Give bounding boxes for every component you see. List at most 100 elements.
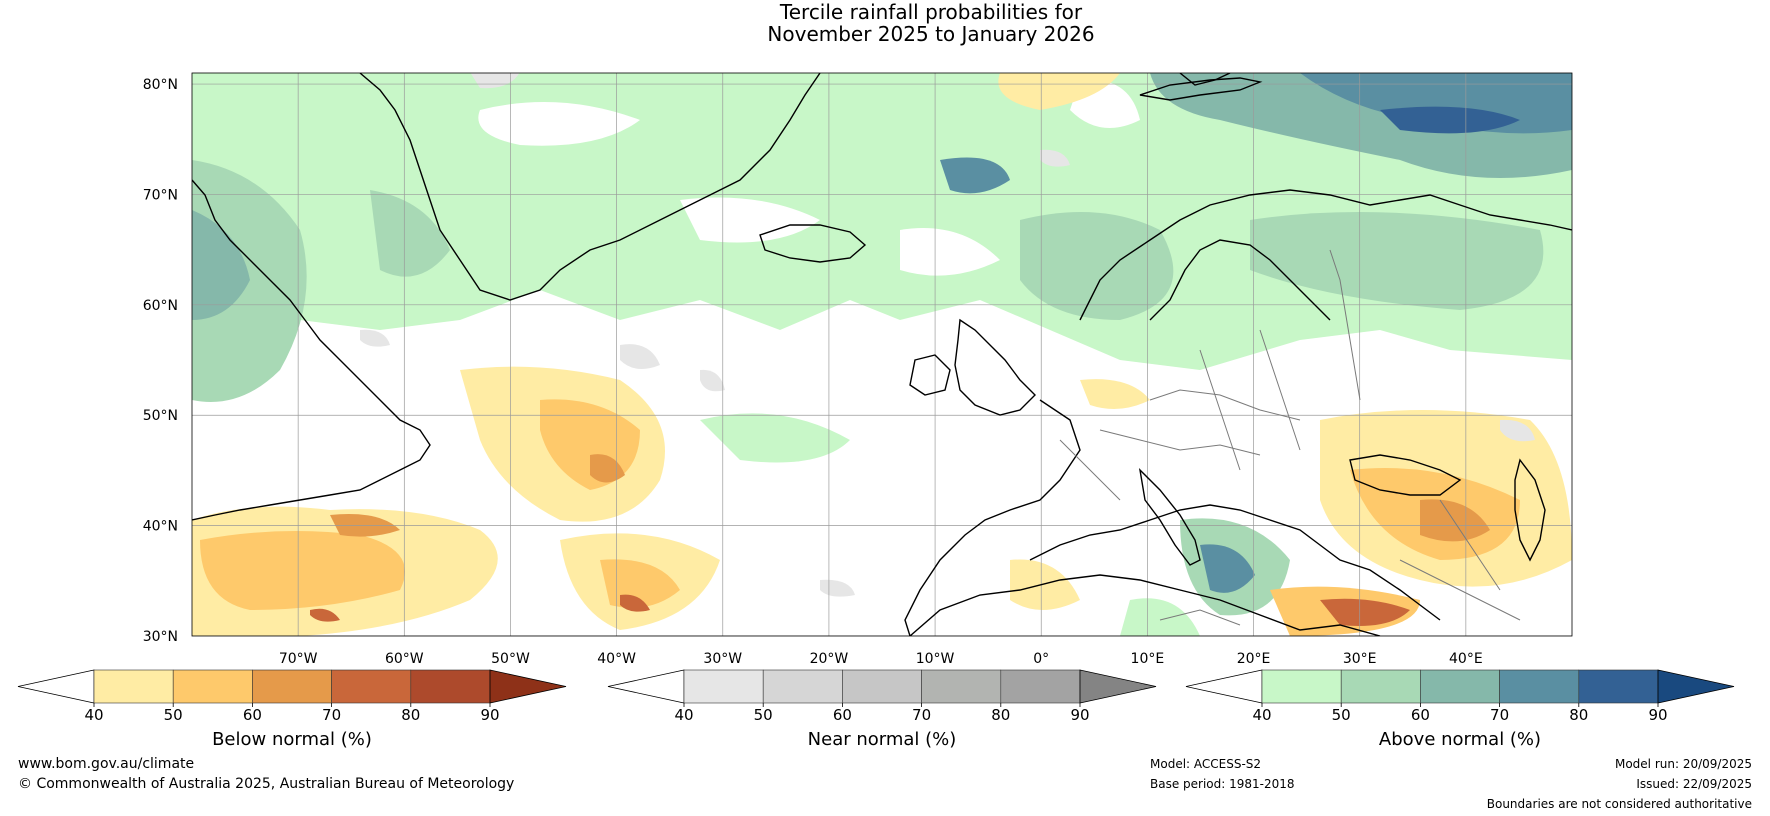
above-normal-patch-greenland — [370, 190, 450, 277]
colorbar-cell — [93, 669, 174, 704]
longitude-label: 0° — [1033, 651, 1049, 667]
near-zero-gap-2 — [680, 197, 820, 243]
border-line-5 — [1329, 249, 1361, 401]
colorbar-extend-high — [489, 669, 567, 704]
colorbar-cell — [842, 669, 922, 704]
colorbar-tick-label: 90 — [480, 706, 499, 724]
coastline-black-sea — [1349, 454, 1462, 496]
colorbar-tick-label: 40 — [1252, 706, 1271, 724]
coastline-baltic — [1149, 239, 1331, 321]
colorbar-cell — [331, 669, 412, 704]
border-line-8 — [1439, 499, 1501, 591]
colorbar-tick-label: 90 — [1648, 706, 1667, 724]
colorbar-tick-label: 60 — [243, 706, 262, 724]
colorbar-tick-label: 50 — [754, 706, 773, 724]
colorbar-cell — [762, 669, 843, 704]
colorbar-tick-label: 70 — [912, 706, 931, 724]
near-normal-patch-1 — [470, 73, 520, 89]
coastlines — [192, 73, 1572, 636]
longitude-labels: 70°W 60°W 50°W 40°W 30°W 20°W 10°W 0° 10°E 20°E 30… — [279, 651, 1483, 667]
longitude-label: 30°W — [703, 651, 742, 667]
longitude-label: 40°E — [1449, 651, 1483, 667]
colorbar-above-label: Above normal (%) — [1379, 729, 1541, 750]
longitude-label: 70°W — [279, 651, 318, 667]
border-line-9 — [1159, 609, 1241, 626]
colorbar-cell — [1578, 669, 1659, 704]
footer-base-period: Base period: 1981-2018 — [1150, 777, 1295, 791]
latitude-label: 40°N — [143, 519, 178, 535]
above-normal-patch-africa — [1120, 598, 1200, 636]
longitude-label: 60°W — [385, 651, 424, 667]
coastline-africa — [909, 574, 1381, 636]
colorbar-tick-label: 60 — [833, 706, 852, 724]
colorbar-extend-high — [1079, 669, 1157, 704]
colorbar-tick-label: 40 — [674, 706, 693, 724]
colorbar-cell — [921, 669, 1002, 704]
colorbar-tick-label: 80 — [1569, 706, 1588, 724]
near-normal-patch-6 — [1500, 419, 1535, 442]
coastline-scandinavia — [1079, 189, 1572, 321]
below-normal-region-levant-dark — [1320, 598, 1410, 626]
colorbar-cell — [1261, 669, 1342, 704]
colorbar-cell — [1000, 669, 1081, 704]
colorbar-below-normal: Below normal (%) 40 50 60 70 80 90 — [17, 669, 567, 750]
longitude-label: 40°W — [597, 651, 636, 667]
border-line-6 — [1059, 439, 1121, 501]
near-normal-patch-4 — [360, 329, 390, 347]
border-line-7 — [1399, 559, 1521, 621]
below-normal-patch-arctic — [998, 73, 1120, 110]
coastline-iceland — [759, 224, 867, 263]
longitude-label: 20°E — [1237, 651, 1271, 667]
latitude-label: 50°N — [143, 408, 178, 424]
above-normal-patch-atlantic-mid — [700, 413, 850, 463]
longitude-label: 10°W — [916, 651, 955, 667]
above-normal-patch-scandinavia — [1020, 212, 1174, 320]
colorbar-cell — [1340, 669, 1421, 704]
colorbar-below-label: Below normal (%) — [212, 729, 372, 750]
footer-copyright: © Commonwealth of Australia 2025, Austra… — [18, 776, 514, 792]
coastline-italy — [1138, 467, 1201, 566]
map-area[interactable] — [191, 72, 1573, 637]
coastline-europe-south — [904, 399, 1081, 636]
coastline-caspian — [1514, 458, 1546, 562]
gridlines — [192, 73, 1572, 636]
colorbar-extend-low — [607, 669, 685, 704]
colorbar-tick-label: 80 — [401, 706, 420, 724]
near-normal-patch-3 — [700, 369, 725, 392]
above-normal-patch-russia — [1250, 212, 1544, 310]
longitude-label: 10°E — [1131, 651, 1165, 667]
footer-website: www.bom.gov.au/climate — [18, 756, 194, 772]
longitude-label: 50°W — [491, 651, 530, 667]
longitude-label: 20°W — [810, 651, 849, 667]
below-normal-patch-france — [1080, 379, 1150, 409]
below-normal-patch-subtropical-dark — [620, 594, 650, 612]
colorbar-cell — [683, 669, 764, 704]
border-line-4 — [1259, 329, 1301, 451]
colorbar-tick-label: 50 — [1332, 706, 1351, 724]
below-normal-region-west-atlantic-mid — [200, 531, 405, 610]
near-zero-gap-3 — [900, 228, 1000, 276]
above-normal-patch-labrador-dark — [192, 210, 250, 320]
probability-shading — [192, 73, 1572, 636]
footer-model-run: Model run: 20/09/2025 — [1615, 757, 1752, 771]
latitude-label: 80°N — [143, 77, 178, 93]
coastline-mediterranean — [1029, 504, 1441, 621]
above-normal-region-north — [192, 73, 1572, 370]
border-line-1 — [1149, 389, 1301, 421]
latitude-label: 60°N — [143, 298, 178, 314]
coastline-novaya-zemlya — [1139, 77, 1263, 101]
colorbar-tick-label: 70 — [322, 706, 341, 724]
longitude-label: 30°E — [1343, 651, 1377, 667]
colorbar-cell — [252, 669, 332, 704]
below-normal-region-middle-east-core — [1420, 499, 1490, 542]
colorbar-tick-label: 40 — [84, 706, 103, 724]
colorbar-near-label: Near normal (%) — [808, 729, 957, 750]
above-normal-patch-mediterranean-dark — [1200, 544, 1255, 593]
colorbar-extend-high — [1657, 669, 1735, 704]
footer-model: Model: ACCESS-S2 — [1150, 757, 1261, 771]
footer-disclaimer: Boundaries are not considered authoritat… — [1487, 797, 1752, 811]
coastline-svalbard — [1179, 73, 1231, 86]
coastline-labrador — [192, 179, 431, 521]
near-normal-patch-2 — [620, 344, 660, 369]
colorbar-cell — [172, 669, 253, 704]
